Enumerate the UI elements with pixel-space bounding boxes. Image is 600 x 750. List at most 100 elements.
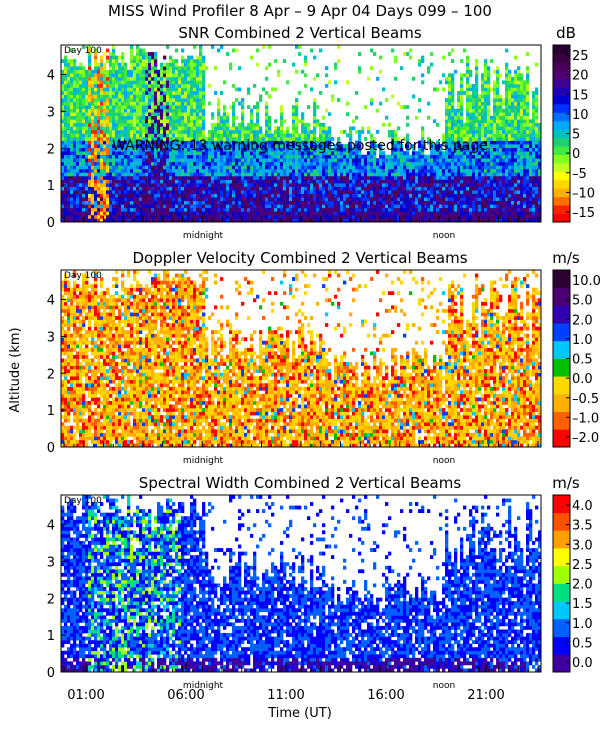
- snr-cell: [172, 126, 176, 131]
- snr-cell: [127, 207, 131, 212]
- snr-cell: [199, 218, 203, 223]
- snr-cell: [382, 190, 386, 194]
- snr-cell: [163, 87, 167, 92]
- snr-cell: [388, 129, 392, 134]
- snr-cell: [196, 91, 200, 95]
- snr-cell: [418, 98, 422, 102]
- snr-cell: [256, 62, 260, 67]
- snr-cell: [151, 55, 155, 60]
- snr-cell: [217, 165, 221, 170]
- snr-cell: [109, 73, 113, 78]
- snr-cell: [460, 207, 464, 212]
- snr-cell: [178, 140, 182, 145]
- snr-cell: [127, 80, 131, 85]
- snr-cell: [145, 151, 149, 156]
- snr-cell: [325, 161, 329, 166]
- snr-cell: [112, 108, 116, 113]
- snr-cell: [136, 186, 140, 191]
- snr-cell: [139, 144, 143, 148]
- snr-cell: [85, 129, 89, 134]
- snr-cell: [163, 73, 167, 78]
- snr-cell: [97, 119, 101, 124]
- snr-cell: [379, 151, 383, 156]
- snr-cell: [97, 80, 101, 85]
- snr-cell: [328, 168, 332, 173]
- snr-cell: [148, 190, 152, 194]
- snr-cell: [184, 83, 188, 88]
- snr-cell: [439, 204, 443, 209]
- snr-cell: [61, 101, 65, 106]
- snr-cell: [292, 161, 296, 166]
- snr-cell: [202, 200, 206, 205]
- snr-cell: [361, 207, 365, 212]
- snr-cell: [139, 175, 143, 180]
- snr-cell: [160, 83, 164, 88]
- snr-cell: [247, 140, 251, 145]
- snr-cell: [124, 175, 128, 180]
- snr-cell: [454, 175, 458, 180]
- snr-cell: [343, 165, 347, 170]
- snr-cell: [343, 186, 347, 191]
- snr-cell: [73, 200, 77, 205]
- snr-cell: [415, 200, 419, 205]
- snr-cell: [199, 154, 203, 159]
- snr-cell: [229, 62, 233, 67]
- snr-cell: [238, 66, 242, 71]
- snr-cell: [217, 137, 221, 141]
- snr-cell: [139, 62, 143, 67]
- snr-cell: [328, 193, 332, 198]
- snr-cell: [403, 172, 407, 177]
- snr-cell: [271, 165, 275, 170]
- snr-cell: [94, 91, 98, 95]
- snr-cell: [355, 193, 359, 198]
- snr-cell: [94, 59, 98, 63]
- snr-cell: [313, 186, 317, 191]
- snr-cell: [358, 52, 362, 56]
- snr-cell: [76, 158, 80, 163]
- snr-cell: [403, 154, 407, 159]
- snr-cell: [190, 112, 194, 117]
- snr-cell: [211, 193, 215, 198]
- snr-cell: [283, 207, 287, 212]
- snr-cell: [367, 168, 371, 173]
- snr-cell: [457, 112, 461, 117]
- snr-cell: [130, 55, 134, 60]
- snr-cell: [172, 168, 176, 173]
- snr-cell: [439, 193, 443, 198]
- snr-cell: [385, 98, 389, 102]
- snr-cell: [445, 186, 449, 191]
- snr-cell: [94, 165, 98, 170]
- snr-cell: [469, 151, 473, 156]
- snr-cell: [115, 133, 119, 138]
- snr-cell: [406, 172, 410, 177]
- snr-cell: [181, 129, 185, 134]
- snr-cell: [448, 129, 452, 134]
- snr-cell: [466, 119, 470, 124]
- snr-cell: [343, 144, 347, 148]
- snr-cell: [406, 197, 410, 202]
- snr-cell: [478, 112, 482, 117]
- snr-cell: [82, 122, 86, 127]
- snr-cell: [292, 186, 296, 191]
- snr-cell: [106, 193, 110, 198]
- snr-cell: [421, 190, 425, 194]
- snr-cell: [103, 193, 107, 198]
- snr-cell: [391, 204, 395, 209]
- snr-cell: [232, 137, 236, 141]
- snr-cell: [142, 101, 146, 106]
- snr-cell: [304, 126, 308, 131]
- snr-cell: [166, 151, 170, 156]
- snr-cell: [220, 168, 224, 173]
- snr-cell: [259, 151, 263, 156]
- snr-cell: [358, 193, 362, 198]
- snr-cell: [328, 112, 332, 117]
- snr-cell: [328, 214, 332, 219]
- snr-cell: [241, 218, 245, 223]
- snr-cell: [202, 165, 206, 170]
- snr-cell: [256, 190, 260, 194]
- snr-cell: [175, 80, 179, 85]
- snr-cell: [277, 207, 281, 212]
- snr-cell: [85, 200, 89, 205]
- snr-cell: [121, 52, 125, 56]
- snr-cell: [142, 55, 146, 60]
